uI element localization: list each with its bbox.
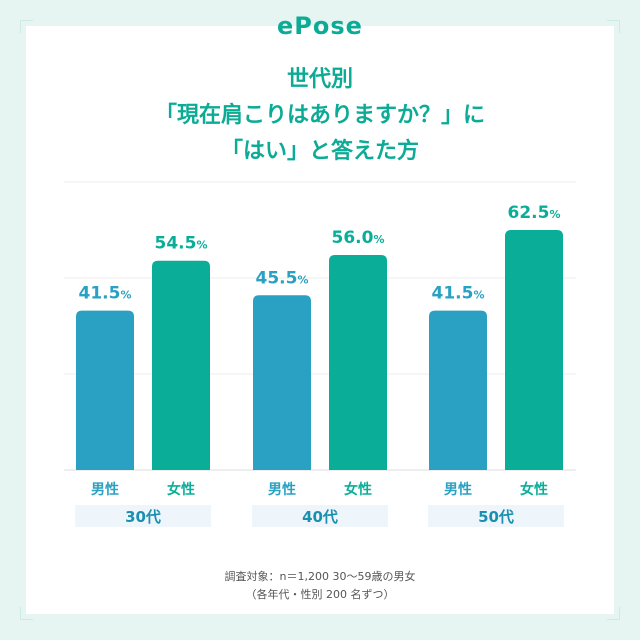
- brand-logo: ePose: [277, 12, 363, 40]
- frame-corner: [607, 607, 620, 620]
- bar-value-label: 56.0%: [332, 228, 385, 248]
- bar-value-label: 41.5%: [432, 284, 485, 304]
- footnote-line-1: 調査対象：n＝1,200 30〜59歳の男女: [224, 570, 416, 583]
- bar-female: [505, 230, 563, 470]
- gender-tick-label: 女性: [167, 481, 195, 498]
- frame-corner: [607, 20, 620, 33]
- value-unit: %: [373, 233, 384, 246]
- bar-value-label: 54.5%: [155, 234, 208, 254]
- bar-male: [253, 295, 311, 470]
- value-unit: %: [297, 273, 308, 286]
- chart-title: 世代別 「現在肩こりはありますか？」に 「はい」と答えた方: [0, 62, 640, 170]
- title-line-2: 「現在肩こりはありますか？」に: [154, 103, 485, 128]
- survey-footnote: 調査対象：n＝1,200 30〜59歳の男女 （各年代・性別 200 名ずつ）: [0, 568, 640, 604]
- age-group-label: 50代: [478, 508, 514, 526]
- title-line-1: 世代別: [286, 67, 353, 92]
- bar-value-label: 45.5%: [256, 268, 309, 288]
- bar-value-label: 41.5%: [79, 284, 132, 304]
- value-unit: %: [196, 239, 207, 252]
- gender-tick-label: 女性: [344, 481, 372, 498]
- frame-corner: [20, 20, 33, 33]
- bar-female: [152, 260, 210, 470]
- value-unit: %: [549, 208, 560, 221]
- gender-tick-label: 女性: [520, 481, 548, 498]
- bar-female: [329, 254, 387, 470]
- title-line-3: 「はい」と答えた方: [220, 139, 419, 164]
- gender-tick-label: 男性: [91, 481, 119, 498]
- bar-value-label: 62.5%: [508, 203, 561, 223]
- age-group-band: [252, 505, 388, 527]
- age-group-label: 30代: [125, 508, 161, 526]
- bar-male: [76, 310, 134, 470]
- gender-tick-label: 男性: [268, 481, 296, 498]
- age-group-label: 40代: [302, 508, 338, 526]
- value-unit: %: [120, 289, 131, 302]
- value-unit: %: [473, 289, 484, 302]
- frame-corner: [20, 607, 33, 620]
- gender-tick-label: 男性: [444, 481, 472, 498]
- footnote-line-2: （各年代・性別 200 名ずつ）: [245, 588, 395, 601]
- age-group-band: [428, 505, 564, 527]
- bar-male: [429, 310, 487, 470]
- age-group-band: [75, 505, 211, 527]
